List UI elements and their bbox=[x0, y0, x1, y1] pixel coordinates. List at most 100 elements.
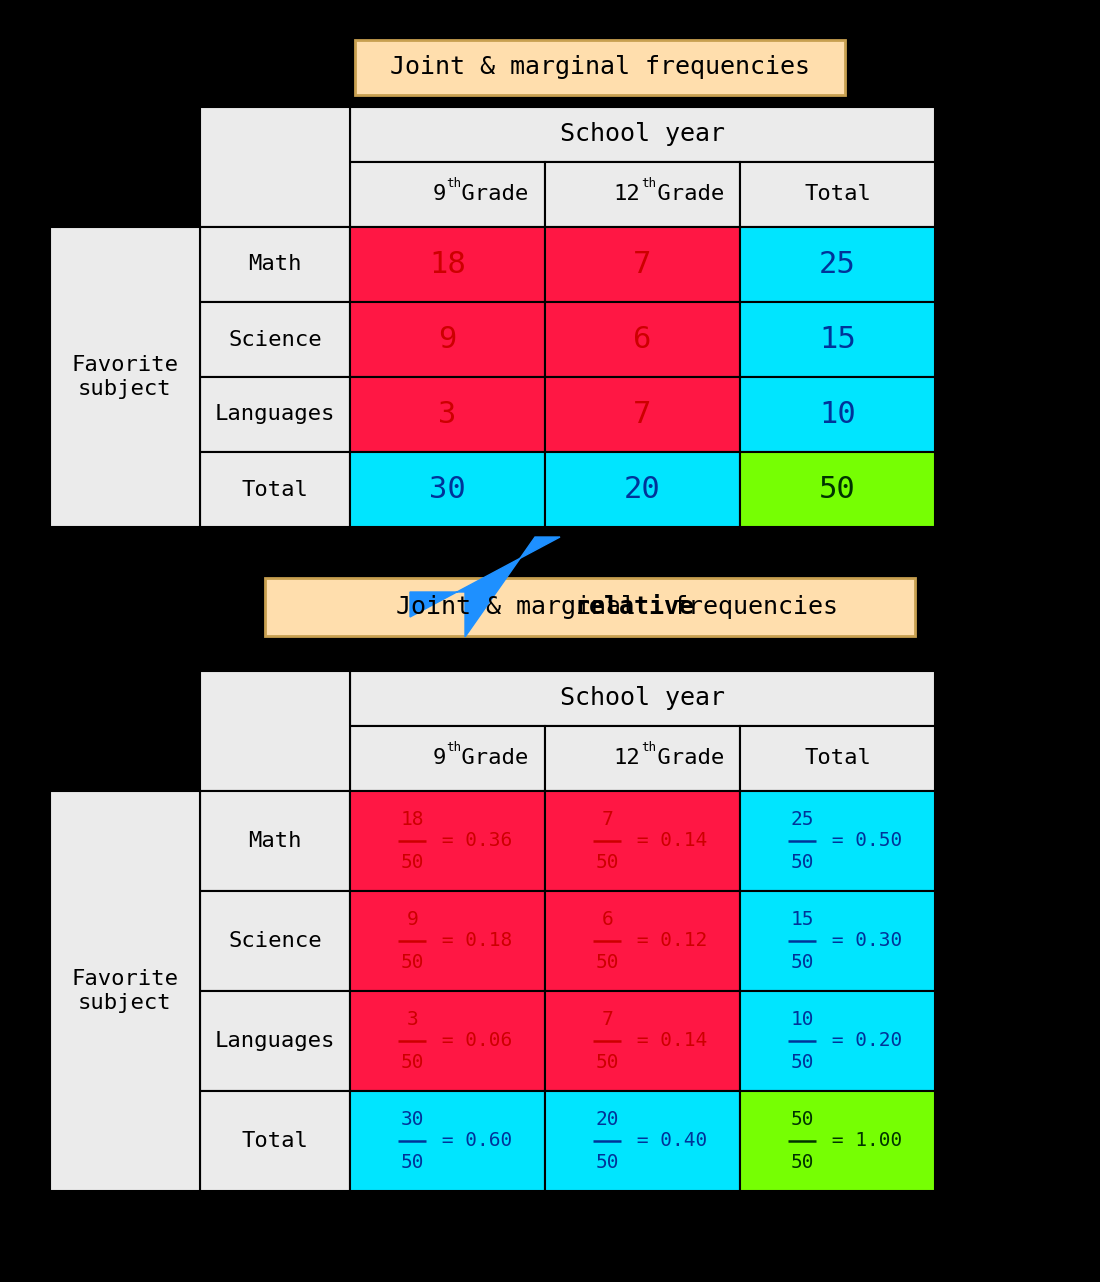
Bar bbox=[350, 303, 544, 377]
Text: = 0.06: = 0.06 bbox=[430, 1032, 513, 1050]
Text: 15: 15 bbox=[820, 326, 856, 354]
Text: School year: School year bbox=[560, 123, 725, 146]
Text: Grade: Grade bbox=[449, 749, 529, 768]
Bar bbox=[740, 377, 935, 453]
Text: Math: Math bbox=[249, 255, 301, 274]
Bar bbox=[350, 891, 544, 991]
Text: 18: 18 bbox=[429, 250, 466, 279]
Bar bbox=[350, 162, 544, 227]
Text: 7: 7 bbox=[634, 250, 651, 279]
Text: = 0.14: = 0.14 bbox=[626, 832, 707, 850]
Bar bbox=[265, 578, 915, 636]
Bar bbox=[350, 377, 544, 453]
Polygon shape bbox=[410, 537, 560, 637]
Bar bbox=[544, 453, 740, 527]
Text: th: th bbox=[447, 741, 462, 754]
Text: 50: 50 bbox=[400, 953, 425, 972]
Text: Favorite
subject: Favorite subject bbox=[72, 355, 178, 399]
Text: Total: Total bbox=[804, 749, 871, 768]
Text: = 0.50: = 0.50 bbox=[821, 832, 903, 850]
Text: 7: 7 bbox=[602, 810, 614, 829]
Text: th: th bbox=[641, 177, 657, 190]
Text: 7: 7 bbox=[602, 1010, 614, 1029]
Text: Math: Math bbox=[249, 831, 301, 851]
Bar bbox=[350, 670, 935, 726]
Text: 50: 50 bbox=[400, 853, 425, 872]
Text: Languages: Languages bbox=[214, 405, 336, 424]
Text: 50: 50 bbox=[791, 1153, 814, 1172]
Text: 20: 20 bbox=[596, 1110, 619, 1129]
Bar bbox=[200, 891, 350, 991]
Text: 10: 10 bbox=[820, 400, 856, 429]
Text: = 0.60: = 0.60 bbox=[430, 1132, 513, 1150]
Bar bbox=[350, 453, 544, 527]
Text: = 1.00: = 1.00 bbox=[821, 1132, 903, 1150]
Bar bbox=[740, 891, 935, 991]
Bar bbox=[350, 106, 935, 162]
Text: th: th bbox=[641, 741, 657, 754]
Text: frequencies: frequencies bbox=[658, 595, 838, 619]
Bar bbox=[544, 377, 740, 453]
Text: Science: Science bbox=[228, 931, 322, 951]
Text: Grade: Grade bbox=[644, 749, 724, 768]
Bar bbox=[740, 303, 935, 377]
Bar bbox=[740, 791, 935, 891]
Text: 3: 3 bbox=[407, 1010, 418, 1029]
Text: 15: 15 bbox=[791, 910, 814, 929]
Bar bbox=[200, 991, 350, 1091]
Text: = 0.14: = 0.14 bbox=[626, 1032, 707, 1050]
Bar bbox=[544, 791, 740, 891]
Text: = 0.18: = 0.18 bbox=[430, 932, 513, 950]
Bar bbox=[544, 726, 740, 791]
Text: Grade: Grade bbox=[449, 185, 529, 205]
Bar bbox=[350, 227, 544, 303]
Bar bbox=[544, 891, 740, 991]
Bar bbox=[50, 227, 200, 527]
Text: 12: 12 bbox=[614, 749, 640, 768]
Bar bbox=[200, 1091, 350, 1191]
Text: Science: Science bbox=[228, 329, 322, 350]
Text: 50: 50 bbox=[791, 853, 814, 872]
Bar bbox=[740, 991, 935, 1091]
Text: = 0.12: = 0.12 bbox=[626, 932, 707, 950]
Text: 9: 9 bbox=[438, 326, 456, 354]
Text: 50: 50 bbox=[820, 476, 856, 504]
Bar bbox=[544, 303, 740, 377]
Bar bbox=[200, 791, 350, 891]
Text: 50: 50 bbox=[400, 1053, 425, 1072]
Text: 18: 18 bbox=[400, 810, 425, 829]
Bar bbox=[350, 1091, 544, 1191]
Bar bbox=[200, 377, 350, 453]
Bar bbox=[200, 303, 350, 377]
Text: 25: 25 bbox=[820, 250, 856, 279]
Bar bbox=[350, 726, 544, 791]
Text: 12: 12 bbox=[614, 185, 640, 205]
Bar bbox=[200, 227, 350, 303]
Text: relative: relative bbox=[574, 595, 694, 619]
Text: 50: 50 bbox=[596, 953, 619, 972]
Text: 9: 9 bbox=[432, 749, 446, 768]
Text: Languages: Languages bbox=[214, 1031, 336, 1051]
Text: Total: Total bbox=[804, 185, 871, 205]
Text: School year: School year bbox=[560, 686, 725, 710]
Text: Favorite
subject: Favorite subject bbox=[72, 969, 178, 1013]
Text: Total: Total bbox=[242, 1131, 308, 1151]
Bar bbox=[740, 227, 935, 303]
Text: 50: 50 bbox=[791, 1110, 814, 1129]
Text: = 0.30: = 0.30 bbox=[821, 932, 903, 950]
Bar bbox=[544, 1091, 740, 1191]
Text: 30: 30 bbox=[400, 1110, 425, 1129]
Text: 30: 30 bbox=[429, 476, 466, 504]
Text: 7: 7 bbox=[634, 400, 651, 429]
Text: = 0.40: = 0.40 bbox=[626, 1132, 707, 1150]
Text: 50: 50 bbox=[596, 1153, 619, 1172]
Text: Total: Total bbox=[242, 479, 308, 500]
Text: 50: 50 bbox=[791, 1053, 814, 1072]
Text: 50: 50 bbox=[791, 953, 814, 972]
Text: 50: 50 bbox=[400, 1153, 425, 1172]
Text: 9: 9 bbox=[432, 185, 446, 205]
Text: 9: 9 bbox=[407, 910, 418, 929]
Text: 3: 3 bbox=[438, 400, 456, 429]
Text: = 0.20: = 0.20 bbox=[821, 1032, 903, 1050]
Text: 6: 6 bbox=[602, 910, 614, 929]
